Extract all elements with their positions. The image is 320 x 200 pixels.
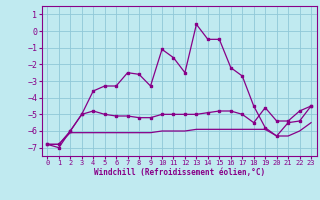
- X-axis label: Windchill (Refroidissement éolien,°C): Windchill (Refroidissement éolien,°C): [94, 168, 265, 177]
